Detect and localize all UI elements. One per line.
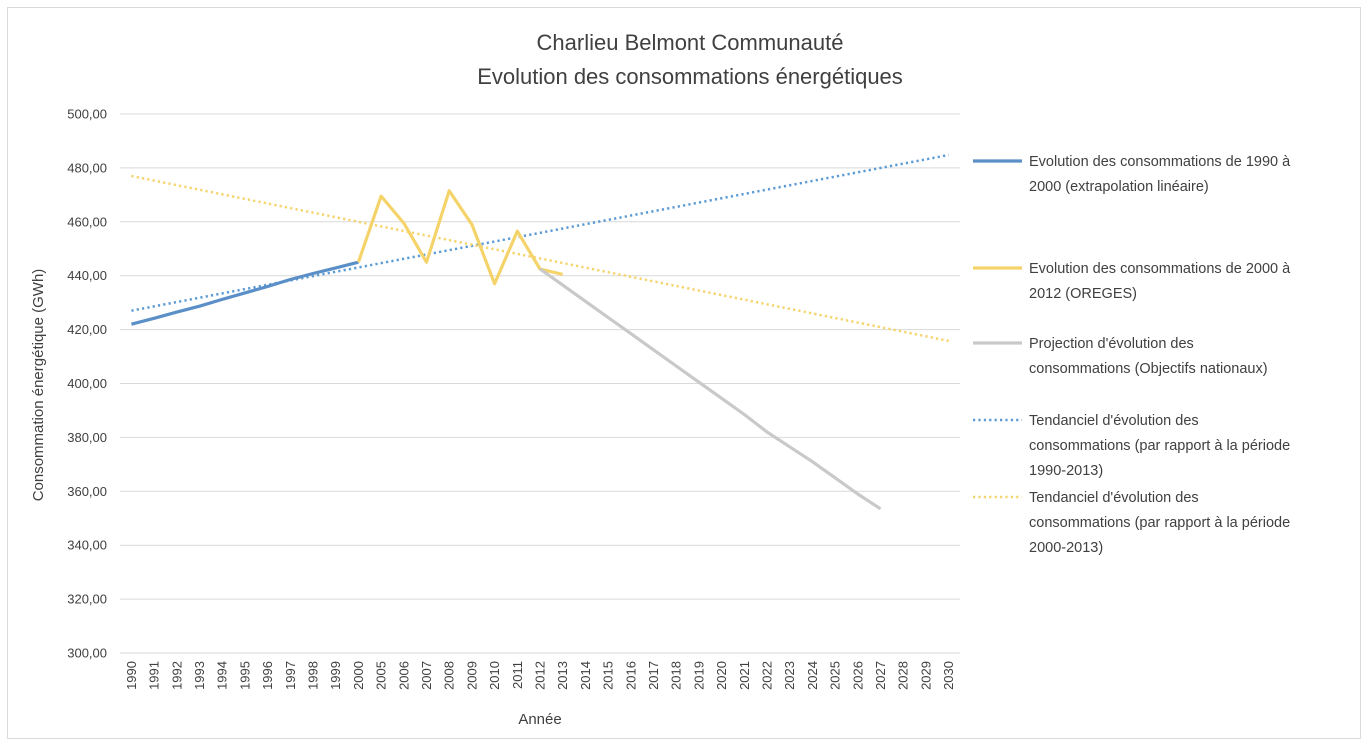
legend-label: Evolution des consommations de 1990 à — [1029, 154, 1291, 170]
legend: Evolution des consommations de 1990 à 200… — [973, 154, 1291, 556]
x-tick-label: 1994 — [215, 661, 230, 690]
x-tick-label: 1990 — [124, 661, 139, 690]
x-tick-label: 2014 — [578, 661, 593, 690]
legend-label: consommations (par rapport à la période — [1029, 515, 1290, 531]
y-tick-label: 400,00 — [67, 376, 107, 391]
x-tick-label: 2009 — [464, 661, 479, 690]
x-tick-label: 2025 — [828, 661, 843, 690]
y-tick-label: 420,00 — [67, 322, 107, 337]
x-tick-label: 2026 — [850, 661, 865, 690]
x-tick-label: 1993 — [192, 661, 207, 690]
x-tick-label: 2024 — [805, 661, 820, 690]
y-tick-label: 340,00 — [67, 538, 107, 553]
y-tick-label: 480,00 — [67, 160, 107, 175]
x-tick-label: 1999 — [328, 661, 343, 690]
x-tick-label: 1991 — [147, 661, 162, 690]
x-tick-label: 1998 — [305, 661, 320, 690]
x-tick-label: 2006 — [396, 661, 411, 690]
plot-series — [130, 153, 949, 511]
x-tick-label: 2023 — [782, 661, 797, 690]
y-tick-label: 460,00 — [67, 214, 107, 229]
x-tick-label: 2017 — [646, 661, 661, 690]
x-tick-label: 2028 — [896, 661, 911, 690]
x-tick-label: 2019 — [691, 661, 706, 690]
legend-item-1: Evolution des consommations de 1990 à 200… — [973, 154, 1291, 195]
legend-label: 2000-2013) — [1029, 540, 1103, 556]
series-line-1 — [130, 260, 359, 326]
y-tick-label: 300,00 — [67, 646, 107, 661]
x-tick-label: 1992 — [169, 661, 184, 690]
x-tick-label: 2012 — [533, 661, 548, 690]
x-axis-ticks: 1990 1991 1992 1993 1994 1995 1996 1997 1998 1999… — [124, 661, 956, 690]
x-tick-label: 2015 — [601, 661, 616, 690]
x-tick-label: 2010 — [487, 661, 502, 690]
x-tick-label: 2022 — [760, 661, 775, 690]
legend-item-2: Evolution des consommations de 2000 à 201… — [973, 261, 1291, 302]
chart-title: Charlieu Belmont Communauté Evolution de… — [477, 30, 903, 89]
legend-label: consommations (par rapport à la période — [1029, 438, 1290, 454]
x-axis-title: Année — [518, 711, 561, 728]
series-line-4 — [131, 153, 949, 312]
x-tick-label: 2029 — [918, 661, 933, 690]
chart-title-line-1: Charlieu Belmont Communauté — [537, 30, 844, 55]
legend-label: 1990-2013) — [1029, 463, 1103, 479]
legend-label: 2000 (extrapolation linéaire) — [1029, 179, 1209, 195]
chart-title-line-2: Evolution des consommations énergétiques — [477, 64, 903, 89]
legend-label: Tendanciel d'évolution des — [1029, 490, 1199, 506]
x-tick-label: 2027 — [873, 661, 888, 690]
legend-label: consommations (Objectifs nationaux) — [1029, 361, 1268, 377]
legend-label: Evolution des consommations de 2000 à — [1029, 261, 1291, 277]
legend-label: 2012 (OREGES) — [1029, 286, 1137, 302]
x-tick-label: 2005 — [374, 661, 389, 690]
legend-item-4: Tendanciel d'évolution des consommations … — [973, 413, 1290, 479]
y-tick-label: 440,00 — [67, 268, 107, 283]
x-tick-label: 2007 — [419, 661, 434, 690]
x-tick-label: 2021 — [737, 661, 752, 690]
x-tick-label: 2000 — [351, 661, 366, 690]
x-tick-label: 2011 — [510, 661, 525, 689]
y-axis-title: Consommation énergétique (GWh) — [30, 269, 47, 502]
legend-label: Projection d'évolution des — [1029, 336, 1194, 352]
x-tick-label: 1996 — [260, 661, 275, 690]
x-tick-label: 2020 — [714, 661, 729, 690]
y-axis-ticks: 300,00 320,00 340,00 360,00 380,00 400,00 420,… — [67, 107, 107, 661]
y-tick-label: 380,00 — [67, 430, 107, 445]
legend-item-5: Tendanciel d'évolution des consommations … — [973, 490, 1290, 556]
y-tick-label: 500,00 — [67, 107, 107, 122]
y-tick-label: 320,00 — [67, 592, 107, 607]
x-tick-label: 2016 — [623, 661, 638, 690]
series-line-5 — [131, 174, 949, 343]
series-line-3 — [539, 267, 882, 511]
x-tick-label: 2008 — [442, 661, 457, 690]
x-tick-label: 1995 — [237, 661, 252, 690]
x-tick-label: 1997 — [283, 661, 298, 690]
series-line-2 — [356, 189, 564, 286]
x-tick-label: 2030 — [941, 661, 956, 690]
legend-item-3: Projection d'évolution des consommations … — [973, 336, 1268, 377]
x-tick-label: 2013 — [555, 661, 570, 690]
legend-label: Tendanciel d'évolution des — [1029, 413, 1199, 429]
gridlines — [120, 113, 960, 654]
y-tick-label: 360,00 — [67, 484, 107, 499]
x-tick-label: 2018 — [669, 661, 684, 690]
